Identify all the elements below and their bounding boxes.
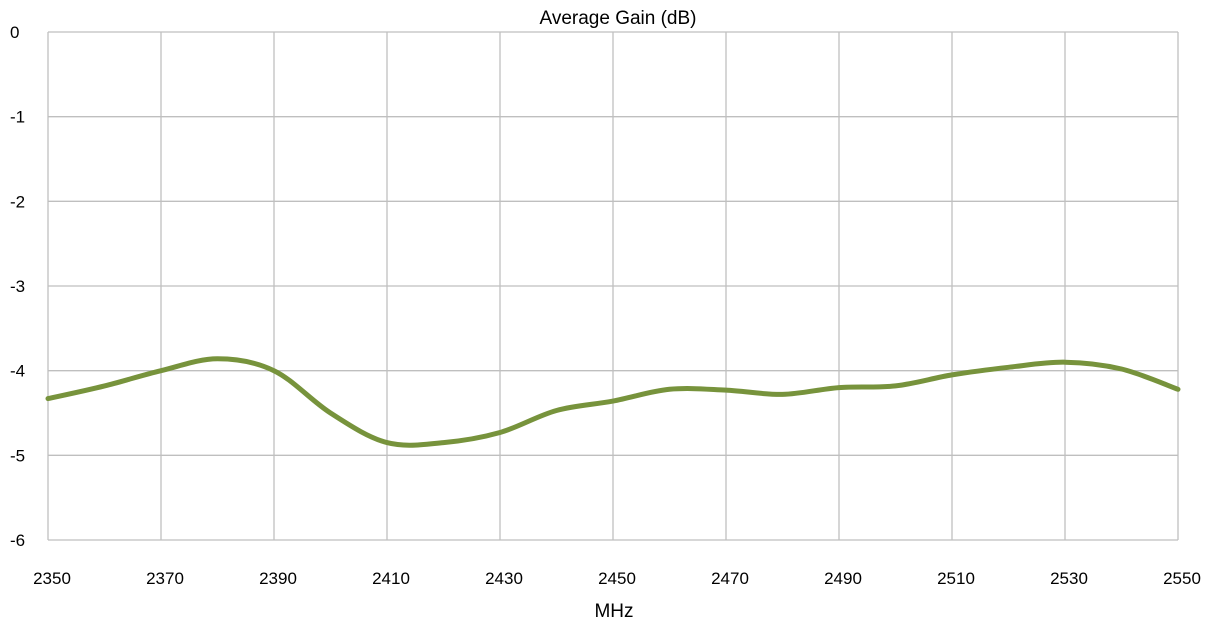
x-tick-label: 2530 bbox=[1050, 569, 1088, 588]
x-tick-label: 2430 bbox=[485, 569, 523, 588]
y-tick-label: -4 bbox=[10, 362, 25, 381]
grid bbox=[47, 31, 1179, 541]
y-tick-label: -3 bbox=[10, 277, 25, 296]
x-tick-label: 2490 bbox=[824, 569, 862, 588]
y-tick-label: -6 bbox=[10, 531, 25, 550]
series-layer bbox=[45, 356, 1181, 448]
x-tick-label: 2510 bbox=[937, 569, 975, 588]
x-tick-label: 2470 bbox=[711, 569, 749, 588]
y-tick-label: -1 bbox=[10, 108, 25, 127]
x-axis-ticks: 2350 2370 2390 2410 2430 2450 2470 2490 2510 2530… bbox=[33, 569, 1201, 588]
x-tick-label: 2450 bbox=[598, 569, 636, 588]
x-tick-label: 2550 bbox=[1163, 569, 1201, 588]
y-tick-label: -5 bbox=[10, 446, 25, 465]
y-axis-ticks: 0 -1 -2 -3 -4 -5 -6 bbox=[10, 23, 25, 550]
series-line bbox=[45, 356, 1181, 448]
chart-title: Average Gain (dB) bbox=[539, 8, 696, 29]
x-tick-label: 2370 bbox=[146, 569, 184, 588]
x-tick-label: 2410 bbox=[372, 569, 410, 588]
y-tick-label: -2 bbox=[10, 192, 25, 211]
y-tick-label: 0 bbox=[10, 23, 19, 42]
x-tick-label: 2390 bbox=[259, 569, 297, 588]
x-tick-label: 2350 bbox=[33, 569, 71, 588]
x-axis-label: MHz bbox=[594, 601, 633, 622]
